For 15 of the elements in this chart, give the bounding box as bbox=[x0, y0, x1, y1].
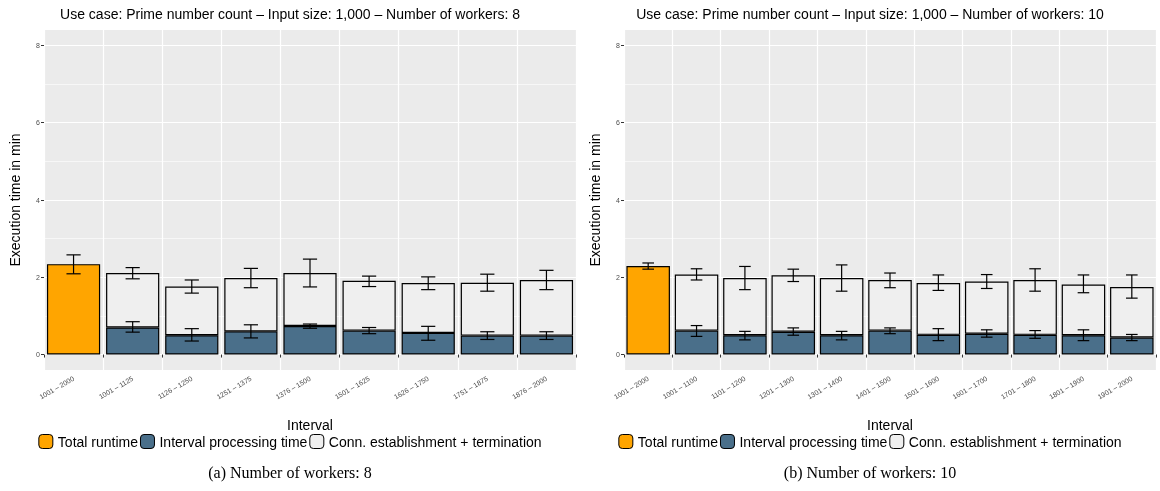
x-axis-title: Interval bbox=[287, 417, 333, 433]
bar bbox=[626, 266, 670, 355]
chart-title: Use case: Prime number count – Input size: 1,000 – Number of workers: 10 bbox=[636, 6, 1105, 22]
legend-label: Conn. establishment + termination bbox=[908, 433, 1122, 450]
legend-label: Interval processing time bbox=[739, 433, 888, 450]
y-axis-title: Execution time in min bbox=[7, 133, 23, 267]
legend-label: Total runtime bbox=[57, 433, 139, 450]
legend-label: Total runtime bbox=[637, 433, 719, 450]
legend-label: Interval processing time bbox=[159, 433, 308, 450]
text: (a) Number of workers: 8 bbox=[207, 463, 373, 484]
y-axis-title: Execution time in min bbox=[587, 133, 603, 267]
chart-title: Use case: Prime number count – Input size: 1,000 – Number of workers: 8 bbox=[60, 6, 521, 22]
text: (b) Number of workers: 10 bbox=[782, 463, 958, 484]
legend-label: Conn. establishment + termination bbox=[328, 433, 542, 450]
x-axis-title: Interval bbox=[867, 417, 913, 433]
